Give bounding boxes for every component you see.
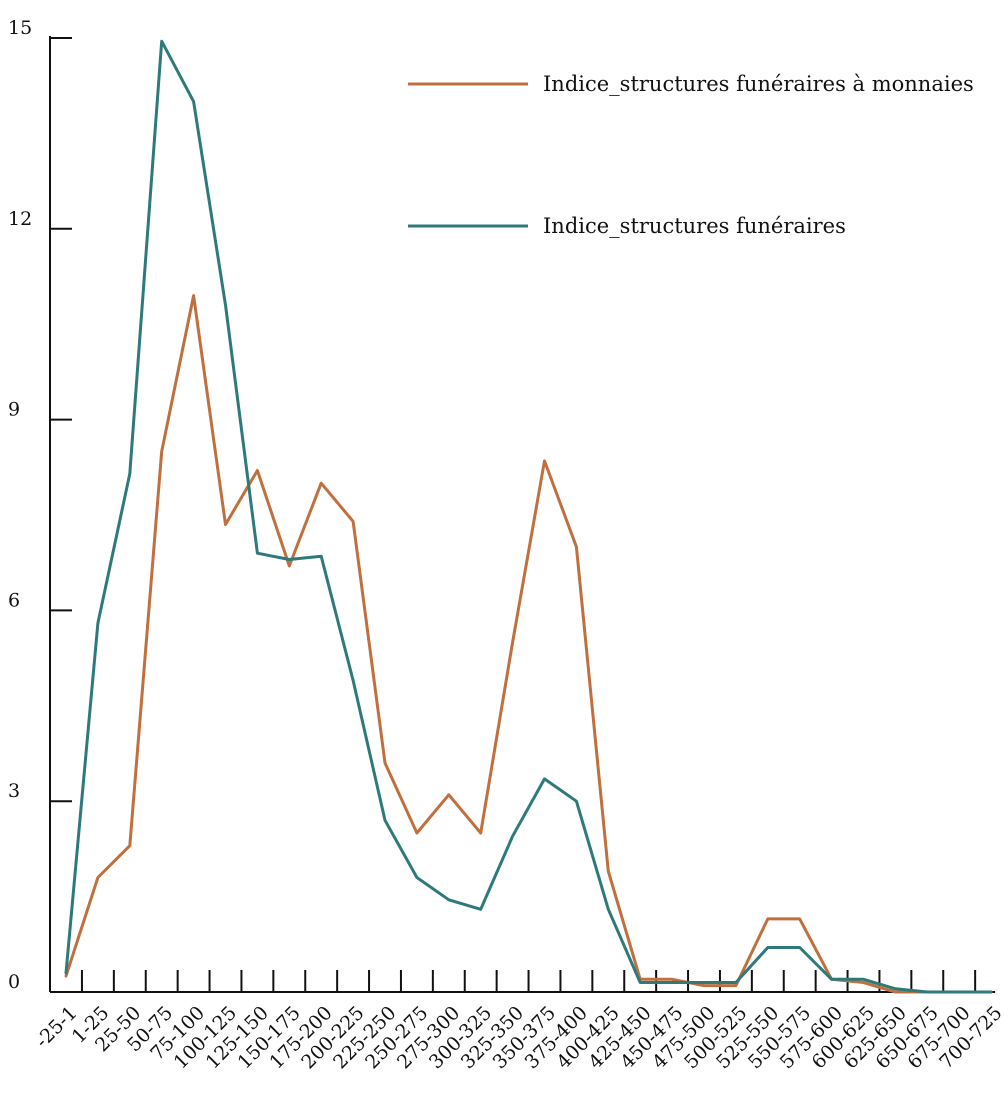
series-line-2 [64,39,993,994]
legend-label-2: Indice_structures funéraires [543,214,846,238]
y-tick-label: 15 [8,17,32,39]
axes: 03691215-25-11-2525-5050-7575-100100-125… [8,17,1004,1073]
legend-label-1: Indice_structures funéraires à monnaies [543,72,974,96]
y-tick-label: 12 [8,208,32,230]
y-tick-label: 9 [8,399,20,421]
series-line-1 [64,294,993,994]
y-tick-label: 0 [8,971,20,993]
y-tick-label: 3 [8,780,20,802]
legend: Indice_structures funéraires à monnaies I… [408,72,974,238]
series-layer [64,39,993,994]
y-tick-label: 6 [8,589,20,611]
